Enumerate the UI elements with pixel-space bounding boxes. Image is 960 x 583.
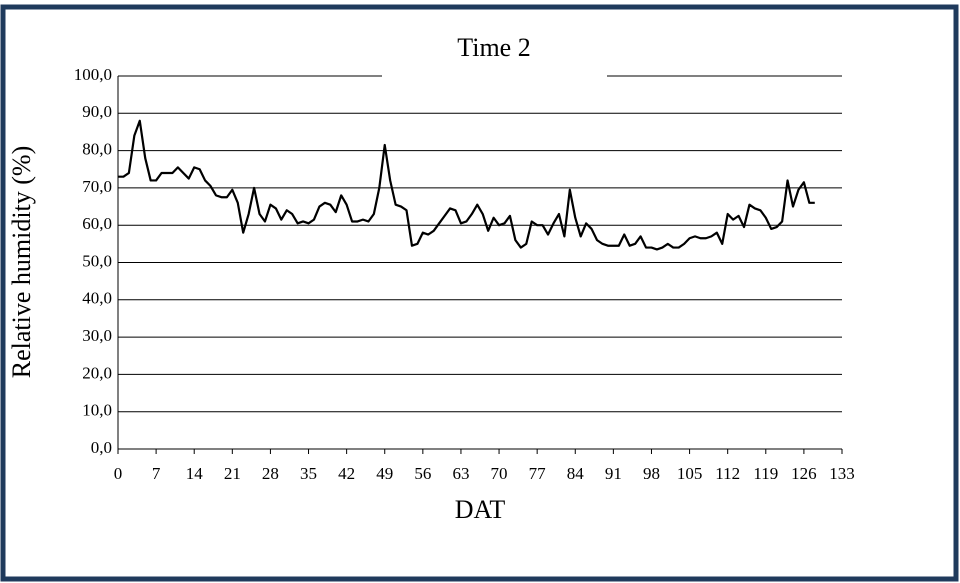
y-tick-label: 60,0: [82, 214, 112, 233]
y-tick-label: 20,0: [82, 363, 112, 382]
x-tick-label: 126: [791, 464, 817, 483]
x-axis-label: DAT: [455, 495, 506, 524]
x-tick-label: 7: [152, 464, 161, 483]
x-tick-label: 70: [491, 464, 508, 483]
y-tick-label: 40,0: [82, 289, 112, 308]
x-tick-label: 35: [300, 464, 317, 483]
x-tick-label: 105: [677, 464, 703, 483]
x-tick-label: 0: [114, 464, 123, 483]
y-tick-label: 10,0: [82, 401, 112, 420]
x-tick-label: 119: [753, 464, 778, 483]
x-tick-label: 14: [186, 464, 204, 483]
x-tick-label: 21: [224, 464, 241, 483]
x-tick-label: 98: [643, 464, 660, 483]
x-tick-label: 91: [605, 464, 622, 483]
y-tick-label: 50,0: [82, 251, 112, 270]
chart-title: Time 2: [457, 33, 530, 62]
y-tick-label: 80,0: [82, 140, 112, 159]
x-tick-label: 56: [414, 464, 431, 483]
title-background: [382, 62, 607, 86]
y-tick-label: 0,0: [91, 438, 112, 457]
y-tick-label: 100,0: [74, 65, 112, 84]
y-tick-label: 90,0: [82, 102, 112, 121]
x-tick-label: 42: [338, 464, 355, 483]
x-tick-label: 77: [529, 464, 547, 483]
y-axis-label: Relative humidity (%): [7, 146, 36, 379]
frame: [0, 4, 959, 582]
y-tick-label: 70,0: [82, 177, 112, 196]
x-tick-label: 63: [452, 464, 469, 483]
x-tick-label: 133: [829, 464, 855, 483]
y-tick-label: 30,0: [82, 326, 112, 345]
x-tick-label: 49: [376, 464, 393, 483]
x-tick-label: 28: [262, 464, 279, 483]
line-series: [118, 119, 815, 251]
x-tick-label: 112: [715, 464, 740, 483]
x-tick-label: 84: [567, 464, 585, 483]
